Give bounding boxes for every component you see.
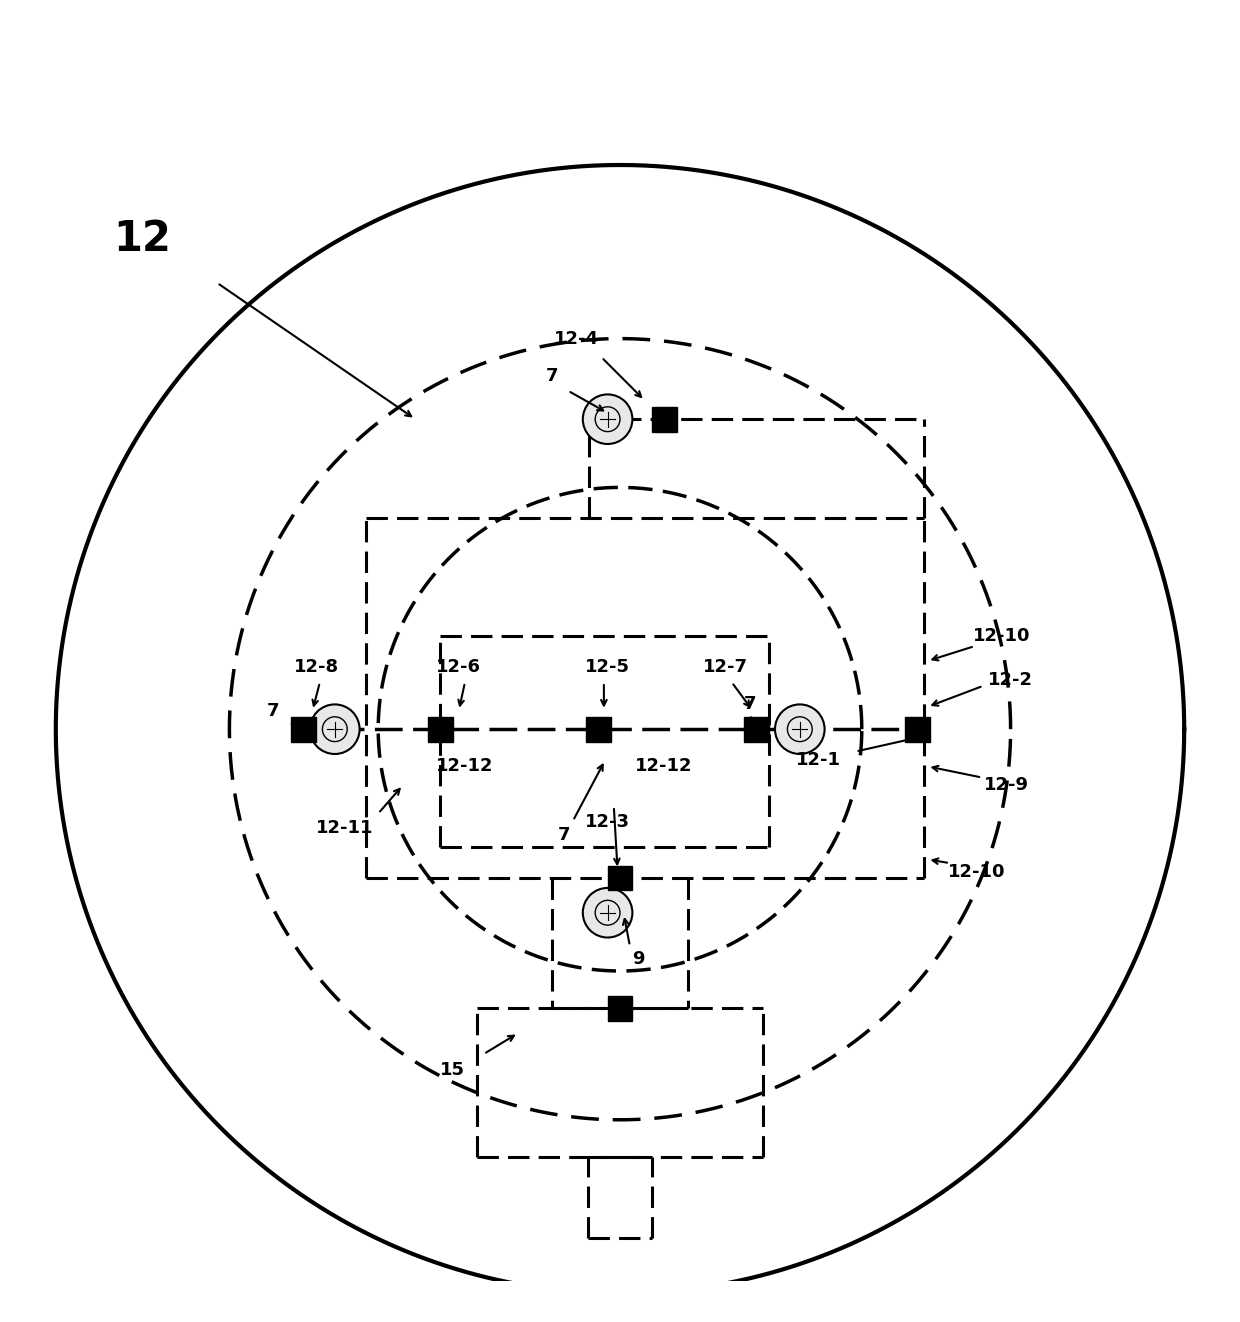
Text: 12-1: 12-1 <box>796 751 841 769</box>
Bar <box>291 717 316 742</box>
Bar <box>905 717 930 742</box>
Text: 7: 7 <box>267 702 279 719</box>
Text: 12-5: 12-5 <box>585 658 630 676</box>
Text: 12-6: 12-6 <box>436 658 481 676</box>
Circle shape <box>310 705 360 754</box>
Text: 12-12: 12-12 <box>635 758 692 776</box>
Text: 12-10: 12-10 <box>949 863 1006 880</box>
Bar <box>608 995 632 1021</box>
Circle shape <box>583 888 632 937</box>
Text: 7: 7 <box>558 826 570 843</box>
Text: 12-12: 12-12 <box>436 758 494 776</box>
Text: 12-10: 12-10 <box>973 627 1030 645</box>
Text: 12: 12 <box>114 218 171 260</box>
Bar <box>608 866 632 891</box>
Circle shape <box>775 705 825 754</box>
Text: 12-4: 12-4 <box>554 329 599 348</box>
Text: 9: 9 <box>632 949 645 968</box>
Text: 7: 7 <box>546 366 558 385</box>
Bar <box>428 717 453 742</box>
Text: 7: 7 <box>744 695 756 714</box>
Text: 12-2: 12-2 <box>988 670 1033 689</box>
Circle shape <box>583 394 632 444</box>
Bar <box>585 717 611 742</box>
Text: 12-3: 12-3 <box>585 813 630 832</box>
Text: 12-7: 12-7 <box>703 658 748 676</box>
Bar <box>652 407 677 431</box>
Text: 12-9: 12-9 <box>985 776 1029 795</box>
Bar <box>744 717 769 742</box>
Text: 12-8: 12-8 <box>294 658 339 676</box>
Text: 12-11: 12-11 <box>316 820 373 837</box>
Text: 15: 15 <box>440 1062 465 1079</box>
